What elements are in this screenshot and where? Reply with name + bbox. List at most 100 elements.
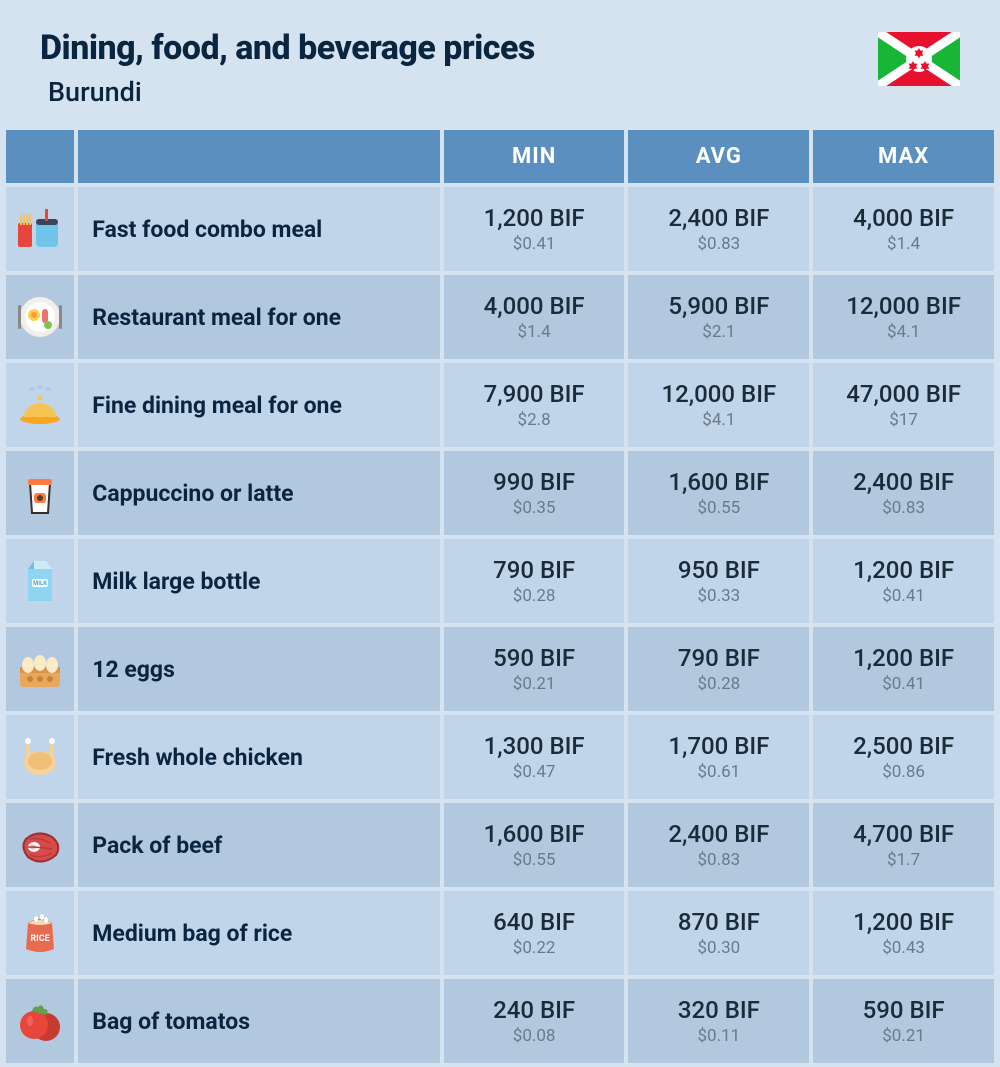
- svg-text:RICE: RICE: [30, 934, 49, 944]
- avg-usd: $0.33: [628, 586, 809, 606]
- table-row: Bag of tomatos240 BIF$0.08320 BIF$0.1159…: [6, 979, 994, 1063]
- table-row: Pack of beef1,600 BIF$0.552,400 BIF$0.83…: [6, 803, 994, 887]
- row-name: Fresh whole chicken: [78, 715, 439, 799]
- avg-bif: 2,400 BIF: [628, 204, 809, 233]
- min-bif: 1,300 BIF: [444, 732, 625, 761]
- tomatoes-icon: [16, 997, 64, 1045]
- col-header-max: MAX: [813, 130, 994, 183]
- max-bif: 1,200 BIF: [813, 556, 994, 585]
- row-max: 1,200 BIF$0.41: [813, 627, 994, 711]
- table-header-row: MIN AVG MAX: [6, 130, 994, 183]
- min-usd: $0.08: [444, 1026, 625, 1046]
- row-max: 4,700 BIF$1.7: [813, 803, 994, 887]
- max-usd: $0.41: [813, 586, 994, 606]
- avg-bif: 790 BIF: [628, 644, 809, 673]
- max-bif: 2,500 BIF: [813, 732, 994, 761]
- row-icon-cell: [6, 715, 74, 799]
- eggs-icon: [16, 645, 64, 693]
- row-icon-cell: RICE: [6, 891, 74, 975]
- row-min: 240 BIF$0.08: [444, 979, 625, 1063]
- avg-usd: $0.83: [628, 234, 809, 254]
- row-name: Medium bag of rice: [78, 891, 439, 975]
- max-usd: $0.43: [813, 938, 994, 958]
- min-bif: 790 BIF: [444, 556, 625, 585]
- row-icon-cell: [6, 979, 74, 1063]
- max-bif: 1,200 BIF: [813, 908, 994, 937]
- col-header-min: MIN: [444, 130, 625, 183]
- min-usd: $0.35: [444, 498, 625, 518]
- milk-icon: MILK: [16, 557, 64, 605]
- row-avg: 790 BIF$0.28: [628, 627, 809, 711]
- min-usd: $0.41: [444, 234, 625, 254]
- min-bif: 240 BIF: [444, 996, 625, 1025]
- page-header: Dining, food, and beverage prices Burund…: [0, 0, 1000, 126]
- beef-icon: [16, 821, 64, 869]
- row-min: 4,000 BIF$1.4: [444, 275, 625, 359]
- min-usd: $1.4: [444, 322, 625, 342]
- row-name: Pack of beef: [78, 803, 439, 887]
- row-avg: 870 BIF$0.30: [628, 891, 809, 975]
- avg-bif: 320 BIF: [628, 996, 809, 1025]
- row-icon-cell: [6, 451, 74, 535]
- avg-usd: $2.1: [628, 322, 809, 342]
- avg-usd: $0.30: [628, 938, 809, 958]
- min-bif: 640 BIF: [444, 908, 625, 937]
- min-usd: $0.55: [444, 850, 625, 870]
- header-text: Dining, food, and beverage prices Burund…: [40, 28, 535, 108]
- avg-usd: $0.83: [628, 850, 809, 870]
- avg-bif: 2,400 BIF: [628, 820, 809, 849]
- row-name: Restaurant meal for one: [78, 275, 439, 359]
- min-bif: 7,900 BIF: [444, 380, 625, 409]
- row-max: 1,200 BIF$0.43: [813, 891, 994, 975]
- table-row: Fast food combo meal1,200 BIF$0.412,400 …: [6, 187, 994, 271]
- max-usd: $17: [813, 410, 994, 430]
- row-max: 1,200 BIF$0.41: [813, 539, 994, 623]
- table-row: MILKMilk large bottle790 BIF$0.28950 BIF…: [6, 539, 994, 623]
- row-min: 640 BIF$0.22: [444, 891, 625, 975]
- avg-bif: 12,000 BIF: [628, 380, 809, 409]
- col-header-avg: AVG: [628, 130, 809, 183]
- avg-bif: 5,900 BIF: [628, 292, 809, 321]
- row-min: 1,200 BIF$0.41: [444, 187, 625, 271]
- max-bif: 1,200 BIF: [813, 644, 994, 673]
- row-avg: 12,000 BIF$4.1: [628, 363, 809, 447]
- burundi-flag-icon: [878, 32, 960, 86]
- table-row: 12 eggs590 BIF$0.21790 BIF$0.281,200 BIF…: [6, 627, 994, 711]
- avg-bif: 870 BIF: [628, 908, 809, 937]
- row-avg: 2,400 BIF$0.83: [628, 803, 809, 887]
- min-bif: 1,600 BIF: [444, 820, 625, 849]
- max-bif: 2,400 BIF: [813, 468, 994, 497]
- restaurant-meal-icon: [16, 293, 64, 341]
- col-header-name: [78, 130, 439, 183]
- page-subtitle: Burundi: [48, 76, 535, 108]
- min-bif: 990 BIF: [444, 468, 625, 497]
- row-icon-cell: [6, 627, 74, 711]
- table-row: Fine dining meal for one7,900 BIF$2.812,…: [6, 363, 994, 447]
- fine-dining-icon: [16, 381, 64, 429]
- row-max: 590 BIF$0.21: [813, 979, 994, 1063]
- row-avg: 1,700 BIF$0.61: [628, 715, 809, 799]
- table-row: RICE Medium bag of rice640 BIF$0.22870 BI…: [6, 891, 994, 975]
- row-min: 1,600 BIF$0.55: [444, 803, 625, 887]
- min-usd: $0.47: [444, 762, 625, 782]
- avg-bif: 1,700 BIF: [628, 732, 809, 761]
- avg-usd: $0.55: [628, 498, 809, 518]
- row-icon-cell: [6, 187, 74, 271]
- row-avg: 1,600 BIF$0.55: [628, 451, 809, 535]
- table-row: Fresh whole chicken1,300 BIF$0.471,700 B…: [6, 715, 994, 799]
- avg-usd: $4.1: [628, 410, 809, 430]
- fast-food-icon: [16, 205, 64, 253]
- row-max: 47,000 BIF$17: [813, 363, 994, 447]
- min-bif: 1,200 BIF: [444, 204, 625, 233]
- row-icon-cell: [6, 803, 74, 887]
- avg-usd: $0.28: [628, 674, 809, 694]
- min-usd: $2.8: [444, 410, 625, 430]
- row-icon-cell: [6, 363, 74, 447]
- row-name: Fast food combo meal: [78, 187, 439, 271]
- table-row: Cappuccino or latte990 BIF$0.351,600 BIF…: [6, 451, 994, 535]
- avg-usd: $0.11: [628, 1026, 809, 1046]
- max-bif: 47,000 BIF: [813, 380, 994, 409]
- max-usd: $1.7: [813, 850, 994, 870]
- min-bif: 590 BIF: [444, 644, 625, 673]
- min-bif: 4,000 BIF: [444, 292, 625, 321]
